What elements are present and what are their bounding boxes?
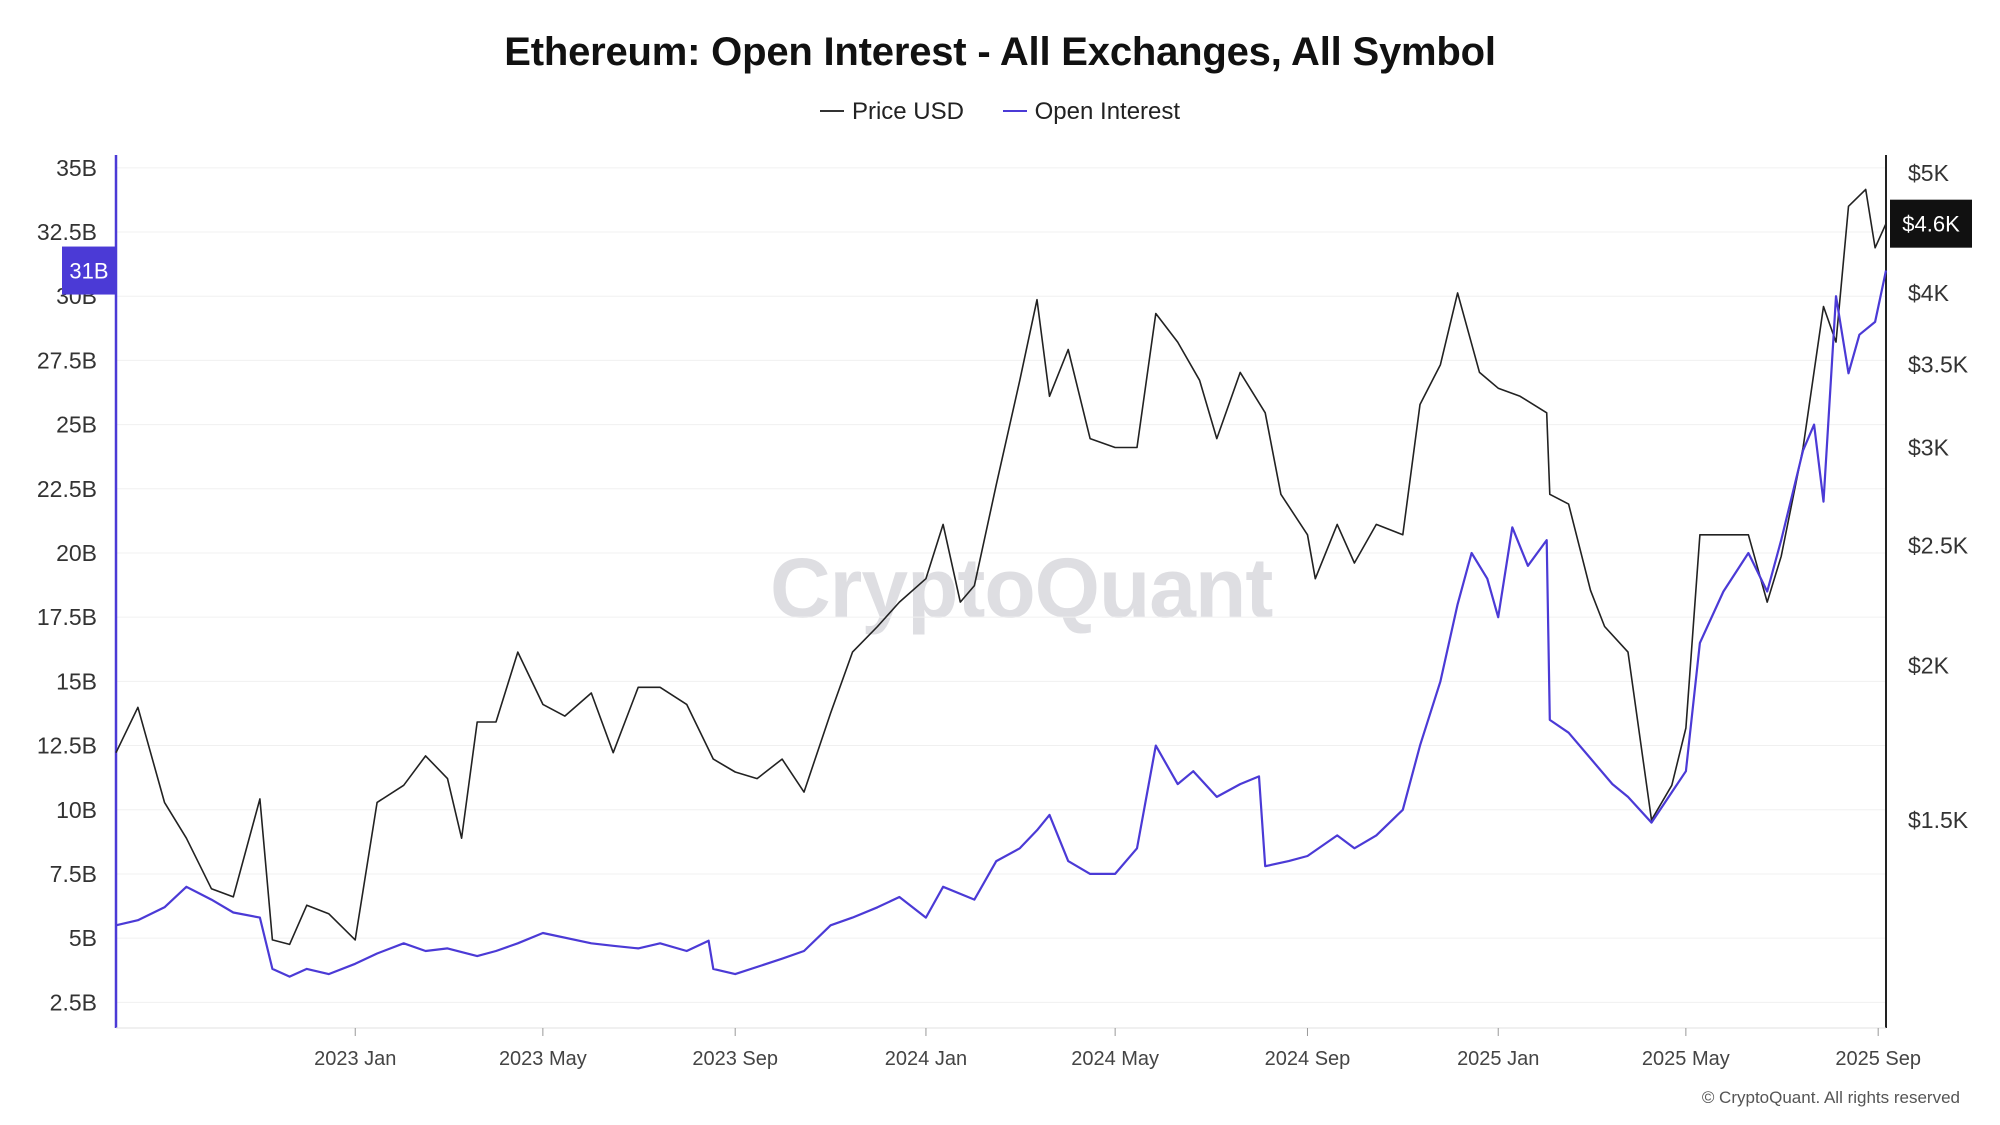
legend: Price USD Open Interest <box>0 98 2000 126</box>
open-interest-current-badge <box>62 246 116 295</box>
x-tick-label: 2025 May <box>1642 1048 1730 1070</box>
y-left-tick-label: 22.5B <box>37 476 97 502</box>
watermark: CryptoQuant <box>770 541 1273 635</box>
axes: 2.5B 5B 7.5B 10B 12.5B 15B 17.5B 20B 22.5B 25B 27.… <box>37 155 1969 1070</box>
y-right-tick-label: $3K <box>1908 435 1950 461</box>
y-left-tick-label: 2.5B <box>50 989 97 1015</box>
legend-item-price[interactable]: Price USD <box>819 98 964 126</box>
series-layer <box>115 188 1888 978</box>
x-tick-label: 2025 Sep <box>1835 1048 1921 1070</box>
y-left-tick-label: 25B <box>56 412 97 438</box>
y-left-tick-label: 10B <box>56 797 97 823</box>
y-left-tick-label: 12.5B <box>37 733 97 759</box>
y-right-tick-label: $3.5K <box>1908 352 1969 378</box>
y-left-tick-label: 35B <box>56 155 97 181</box>
legend-label-open-interest: Open Interest <box>1034 98 1181 125</box>
y-left-tick-label: 5B <box>69 925 97 951</box>
x-tick-label: 2024 Jan <box>885 1048 967 1070</box>
x-tick-label: 2023 Jan <box>314 1048 396 1070</box>
y-left-tick-label: 15B <box>56 668 97 694</box>
price-current-badge <box>1890 199 1972 248</box>
y-right-tick-label: $2.5K <box>1908 532 1969 558</box>
y-left-tick-label: 7.5B <box>50 861 97 887</box>
legend-item-open-interest[interactable]: Open Interest <box>1002 98 1181 126</box>
x-tick-label: 2023 Sep <box>692 1048 778 1070</box>
y-right-tick-label: $1.5K <box>1908 807 1969 833</box>
copyright-notice: © CryptoQuant. All rights reserved <box>1701 1088 1960 1107</box>
price-current-badge-label: $4.6K <box>1902 212 1960 237</box>
x-tick-label: 2024 Sep <box>1265 1048 1351 1070</box>
x-tick-label: 2024 May <box>1071 1048 1159 1070</box>
legend-swatch-price <box>819 109 844 112</box>
y-left-tick-label: 27.5B <box>37 347 97 373</box>
y-left-tick-label: 20B <box>56 540 97 566</box>
current-value-badges: $4.6K 31B <box>62 199 1972 295</box>
y-left-tick-label: 32.5B <box>37 219 97 245</box>
grid-lines <box>116 167 1886 1003</box>
legend-swatch-open-interest <box>1002 109 1027 112</box>
chart-title: Ethereum: Open Interest - All Exchanges,… <box>504 30 1496 74</box>
series-line-price-usd <box>115 188 1887 946</box>
y-right-tick-label: $4K <box>1908 280 1950 306</box>
legend-label-price: Price USD <box>851 98 964 125</box>
y-right-tick-label: $5K <box>1908 160 1950 186</box>
y-left-tick-label: 17.5B <box>37 604 97 630</box>
series-line-open-interest <box>115 270 1888 978</box>
open-interest-current-badge-label: 31B <box>69 259 108 284</box>
y-right-tick-label: $2K <box>1908 652 1950 678</box>
x-tick-label: 2025 Jan <box>1457 1048 1539 1070</box>
x-tick-label: 2023 May <box>499 1048 587 1070</box>
